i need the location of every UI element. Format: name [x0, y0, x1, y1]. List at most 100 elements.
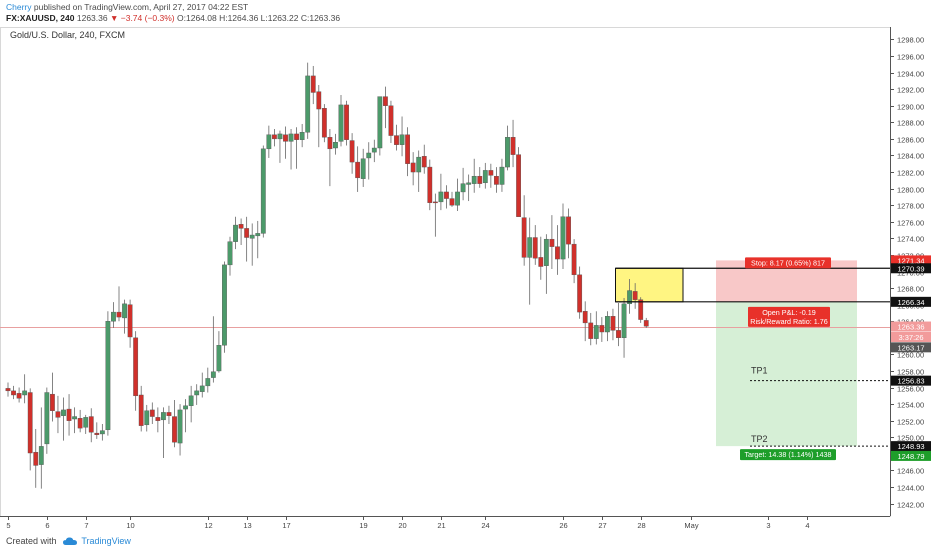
candle-body — [405, 134, 410, 164]
candle-body — [327, 137, 333, 150]
candle-body — [88, 416, 94, 433]
candles — [5, 62, 649, 489]
time-tick-label: 28 — [637, 521, 645, 530]
ohlc-values: O:1264.08 H:1264.36 L:1263.22 C:1263.36 — [177, 13, 341, 23]
candle-body — [183, 405, 188, 410]
time-tick-label: 24 — [481, 521, 489, 530]
candle-body — [577, 274, 583, 313]
time-tick-label: May — [684, 521, 698, 530]
candle-body — [260, 148, 266, 234]
price-tag: 3:37:26 — [898, 333, 923, 342]
candle-body — [94, 432, 100, 435]
candle-body — [38, 446, 44, 465]
price-tag-bg — [891, 263, 931, 274]
last-price: 1263.36 — [76, 13, 108, 23]
price-tick-label: 1294.00 — [897, 70, 924, 79]
published-text: published on TradingView.com, April 27, … — [31, 2, 249, 12]
publish-header: Cherry published on TradingView.com, Apr… — [0, 0, 932, 26]
candle-body — [216, 345, 222, 372]
candle-body — [377, 96, 383, 149]
candle-body — [616, 330, 621, 339]
candle-body — [111, 311, 116, 322]
candle-body — [5, 388, 11, 392]
time-tick-label: 12 — [204, 521, 212, 530]
price-tick-label: 1252.00 — [897, 418, 924, 427]
candle-body — [50, 393, 55, 411]
footer: Created with TradingView — [0, 533, 932, 550]
candle-body — [566, 216, 571, 245]
price-tick-label: 1278.00 — [897, 202, 924, 211]
price-tick-label: 1296.00 — [897, 53, 924, 62]
target-label-bg — [740, 449, 836, 461]
candle-body — [543, 238, 549, 266]
candle-body — [494, 175, 499, 185]
price-tag: 1270.39 — [897, 264, 924, 273]
candle-body — [621, 303, 627, 339]
author-link[interactable]: Cherry — [6, 2, 32, 12]
stop-label-bg — [745, 257, 831, 269]
price-tick-label: 1280.00 — [897, 186, 924, 195]
candle-body — [77, 418, 83, 429]
candle-body — [172, 416, 177, 443]
candle-body — [571, 243, 577, 276]
candle-body — [122, 303, 127, 319]
candle-body — [149, 409, 155, 417]
candle-body — [288, 133, 294, 142]
candle-body — [22, 390, 28, 396]
candle-body — [105, 321, 111, 431]
candle-body — [61, 409, 66, 416]
symbol-line: FX:XAUUSD, 240 1263.36 ▼ −3.74 (−0.3%) O… — [6, 13, 340, 23]
candle-body — [605, 316, 610, 333]
candle-body — [283, 134, 288, 142]
candle-body — [360, 158, 366, 179]
price-tick-label: 1276.00 — [897, 219, 924, 228]
candle-body — [99, 430, 105, 435]
candle-body — [499, 166, 505, 185]
price-tag: 1263.36 — [897, 323, 924, 332]
candle-body — [210, 371, 216, 378]
candle-body — [588, 322, 594, 339]
candle-body — [266, 134, 272, 150]
price-tag-bg — [891, 255, 931, 266]
candle-body — [299, 132, 305, 140]
candle-body — [449, 198, 455, 206]
candle-body — [338, 104, 344, 142]
candle-body — [527, 237, 533, 258]
price-tag-bg — [891, 296, 931, 307]
price-tick-label: 1256.00 — [897, 385, 924, 394]
candle-body — [538, 257, 544, 267]
pnl-box — [748, 306, 830, 327]
price-tick-label: 1242.00 — [897, 501, 924, 510]
candle-body — [560, 216, 566, 260]
candle-body — [466, 182, 472, 185]
price-tag-bg — [891, 321, 931, 332]
candle-body — [66, 408, 72, 421]
candle-body — [321, 108, 327, 138]
tradingview-link[interactable]: TradingView — [81, 536, 131, 546]
time-tick-label: 6 — [45, 521, 49, 530]
publish-line: Cherry published on TradingView.com, Apr… — [6, 2, 248, 12]
candle-body — [160, 412, 166, 421]
price-tick-label: 1286.00 — [897, 136, 924, 145]
candle-body — [272, 134, 277, 140]
created-with-text: Created with — [6, 536, 57, 546]
tp2-label: TP2 — [751, 434, 768, 444]
price-tick-label: 1260.00 — [897, 351, 924, 360]
price-tick-label: 1292.00 — [897, 86, 924, 95]
price-tick-label: 1246.00 — [897, 467, 924, 476]
candle-body — [455, 191, 460, 206]
price-tag: 1256.83 — [897, 377, 924, 386]
candle-body — [72, 416, 78, 420]
candle-body — [394, 135, 399, 145]
time-axis[interactable]: 5 6 7 10 12 13 17 19 20 21 24 26 27 28 May 3 4 — [6, 516, 810, 530]
candle-body — [316, 91, 322, 110]
candle-body — [55, 411, 61, 418]
candle-body — [199, 385, 205, 392]
candle-body — [127, 304, 133, 338]
symbol-label: FX:XAUUSD, 240 — [6, 13, 75, 23]
candle-body — [532, 237, 538, 259]
rr-label: Risk/Reward Ratio: 1.76 — [750, 317, 828, 326]
price-tag: 1263.17 — [897, 343, 924, 352]
